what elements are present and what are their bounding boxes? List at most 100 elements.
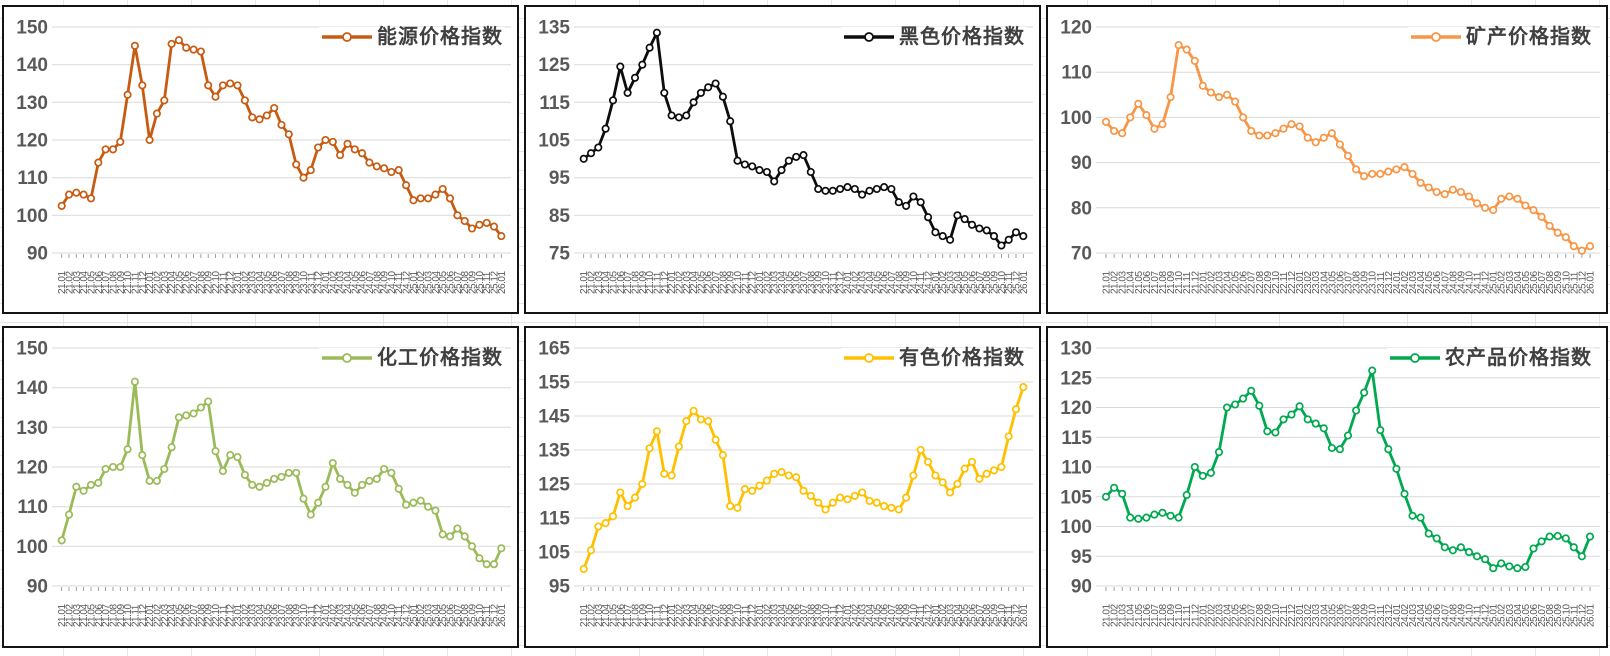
chart-ferrous-price-index[interactable]: 75 85 95 105 115 125 135 21.01 21.02 21.03 21.04 2… [524,5,1041,314]
svg-text:22.02: 22.02 [152,271,163,294]
svg-text:21.02: 21.02 [65,271,76,294]
svg-text:25.05: 25.05 [960,604,971,627]
svg-text:24.02: 24.02 [850,604,861,627]
chart-agricultural-price-index[interactable]: 90 95 100 105 110 115 120 125 130 21.01 21.02 21.0… [1046,326,1608,648]
svg-text:24.07: 24.07 [887,271,898,294]
svg-text:24.05: 24.05 [1424,271,1435,294]
svg-text:21.09: 21.09 [116,271,127,294]
chart-energy-price-index[interactable]: 90 100 110 120 130 140 150 21.01 21.02 21.03 21.0… [2,5,519,314]
svg-text:105: 105 [538,543,570,564]
svg-text:24.11: 24.11 [394,604,405,627]
svg-text:24.05: 24.05 [872,271,883,294]
svg-text:105: 105 [1060,487,1092,508]
y-gridlines [1096,347,1600,587]
svg-text:23.02: 23.02 [240,604,251,627]
svg-text:24.04: 24.04 [865,271,876,294]
svg-text:22.09: 22.09 [204,271,215,294]
svg-text:21.05: 21.05 [87,271,98,294]
svg-text:24.01: 24.01 [843,604,854,627]
svg-text:26.01: 26.01 [1019,604,1030,627]
svg-text:23.11: 23.11 [828,604,839,627]
svg-text:21.09: 21.09 [1166,271,1177,294]
chart-mineral-price-index[interactable]: 70 80 90 100 110 120 21.01 21.02 21.03 21.04 21.0… [1046,5,1608,314]
svg-text:22.08: 22.08 [1255,271,1266,294]
svg-text:24.04: 24.04 [343,271,354,294]
svg-text:21.02: 21.02 [65,604,76,627]
svg-text:21.01: 21.01 [579,604,590,627]
svg-text:21.11: 21.11 [652,271,663,294]
svg-text:25.12: 25.12 [1577,271,1588,294]
svg-text:21.01: 21.01 [579,271,590,294]
svg-text:23.12: 23.12 [836,604,847,627]
y-axis-labels: 90 100 110 120 130 140 150 [16,339,48,598]
svg-text:24.08: 24.08 [894,271,905,294]
svg-text:24.12: 24.12 [402,271,413,294]
svg-text:75: 75 [549,244,571,265]
svg-text:26.01: 26.01 [1586,604,1597,627]
svg-text:24.11: 24.11 [916,271,927,294]
svg-text:21.11: 21.11 [1182,604,1193,627]
svg-text:21.12: 21.12 [138,604,149,627]
svg-text:22.04: 22.04 [167,604,178,627]
series-line [60,38,503,238]
legend-line-marker-icon [1390,353,1440,363]
svg-text:165: 165 [538,339,570,360]
svg-text:25.03: 25.03 [424,271,435,294]
svg-text:22.05: 22.05 [174,271,185,294]
svg-text:21.04: 21.04 [79,271,90,294]
svg-text:22.10: 22.10 [733,604,744,627]
svg-text:21.07: 21.07 [101,271,112,294]
svg-text:21.03: 21.03 [72,604,83,627]
svg-text:24.02: 24.02 [328,604,339,627]
svg-text:26.01: 26.01 [1019,271,1030,294]
svg-text:21.05: 21.05 [609,271,620,294]
svg-text:25.01: 25.01 [931,604,942,627]
svg-text:70: 70 [1071,244,1092,265]
svg-text:23.05: 23.05 [262,271,273,294]
svg-text:24.10: 24.10 [909,604,920,627]
svg-text:25.11: 25.11 [1569,604,1580,627]
svg-text:21.01: 21.01 [57,604,68,627]
svg-text:115: 115 [1061,428,1092,449]
svg-text:21.10: 21.10 [1174,271,1185,294]
svg-text:23.04: 23.04 [255,271,266,294]
chart-nonferrous-price-index[interactable]: 95 105 115 125 135 145 155 165 21.01 21.02 21.03 2… [524,326,1041,648]
svg-text:25.04: 25.04 [1513,604,1524,627]
series-markers [579,28,1028,250]
svg-text:25.03: 25.03 [1505,604,1516,627]
svg-text:24.12: 24.12 [924,271,935,294]
svg-text:23.03: 23.03 [1311,271,1322,294]
svg-text:23.02: 23.02 [1303,271,1314,294]
svg-text:21.08: 21.08 [1158,604,1169,627]
svg-text:25.08: 25.08 [982,271,993,294]
svg-text:22.04: 22.04 [1223,271,1234,294]
svg-text:22.02: 22.02 [674,604,685,627]
series-markers [579,383,1028,574]
svg-text:21.07: 21.07 [623,271,634,294]
svg-text:24.06: 24.06 [880,604,891,627]
svg-text:21.09: 21.09 [116,604,127,627]
legend-line-marker-icon [1411,32,1461,42]
svg-text:22.06: 22.06 [182,604,193,627]
svg-text:22.03: 22.03 [1215,271,1226,294]
svg-text:25.04: 25.04 [953,604,964,627]
svg-text:25.04: 25.04 [431,271,442,294]
svg-text:21.06: 21.06 [1142,271,1153,294]
svg-text:22.09: 22.09 [204,604,215,627]
legend-line-marker-icon [844,32,894,42]
svg-text:21.01: 21.01 [1102,604,1113,627]
x-axis-ticks [61,587,502,591]
chart-chemical-price-index[interactable]: 90 100 110 120 130 140 150 21.01 21.02 21.03 21.0… [2,326,519,648]
x-axis-ticks [61,254,502,258]
svg-text:145: 145 [538,407,570,428]
svg-text:23.11: 23.11 [1376,271,1387,294]
svg-text:25.02: 25.02 [1497,604,1508,627]
svg-text:24.10: 24.10 [1465,271,1476,294]
series-markers [57,36,506,241]
svg-text:23.10: 23.10 [821,271,832,294]
svg-text:24.03: 24.03 [1408,604,1419,627]
svg-text:24.04: 24.04 [865,604,876,627]
